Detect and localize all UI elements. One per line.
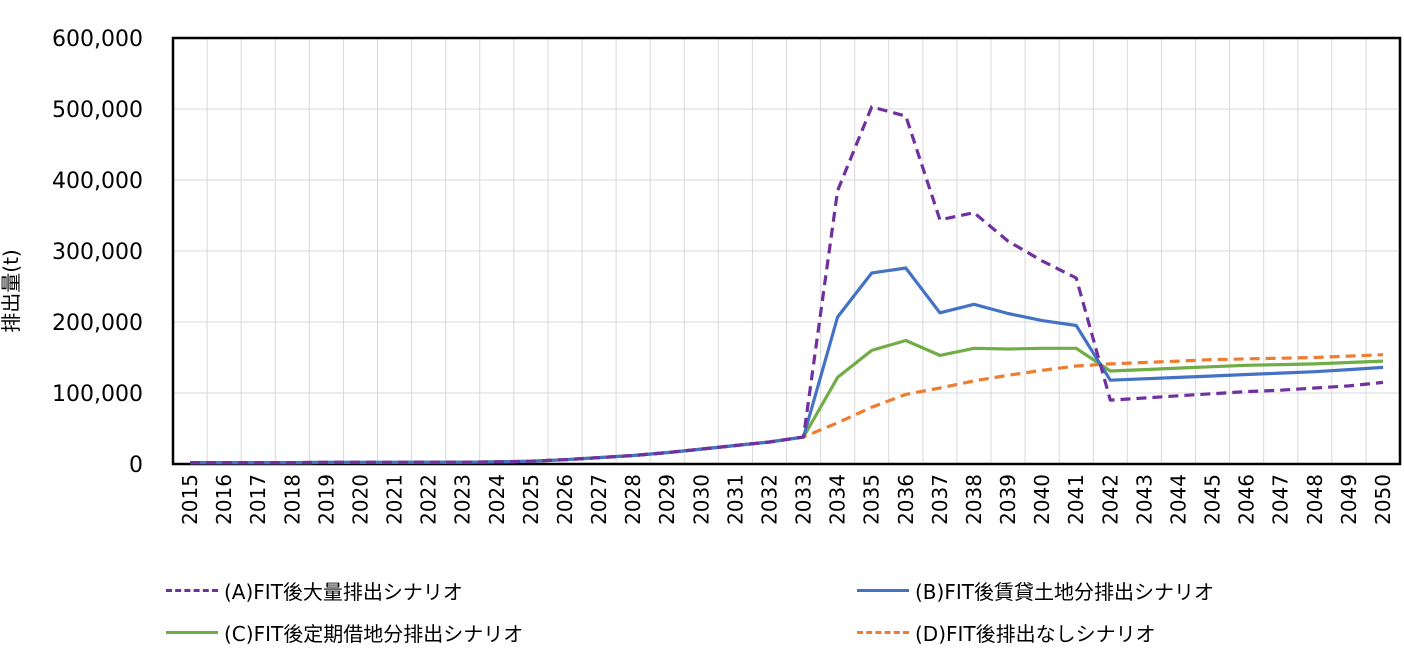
x-tick-label: 2019 xyxy=(314,474,338,525)
x-tick-label: 2049 xyxy=(1337,474,1361,525)
legend-label-c: (C)FIT後定期借地分排出シナリオ xyxy=(224,622,524,646)
x-tick-label: 2037 xyxy=(928,474,952,525)
x-tick-label: 2031 xyxy=(723,474,747,525)
x-tick-label: 2041 xyxy=(1064,474,1088,525)
y-tick-label: 600,000 xyxy=(52,27,143,52)
x-tick-label: 2050 xyxy=(1371,474,1395,525)
y-axis-label: 排出量(t) xyxy=(0,249,23,332)
x-tick-label: 2024 xyxy=(485,474,509,525)
x-tick-label: 2045 xyxy=(1201,474,1225,525)
x-tick-label: 2043 xyxy=(1132,474,1156,525)
x-tick-label: 2015 xyxy=(178,474,202,525)
legend-label-b: (B)FIT後賃貸土地分排出シナリオ xyxy=(915,580,1214,604)
x-tick-label: 2034 xyxy=(826,474,850,525)
line-chart: 0 100,000 200,000 300,000 400,000 500,000 600,… xyxy=(0,27,1402,525)
legend-item-c: (C)FIT後定期借地分排出シナリオ xyxy=(166,618,523,647)
legend-swatch-c xyxy=(166,631,218,634)
x-tick-label: 2046 xyxy=(1235,474,1259,525)
x-tick-label: 2030 xyxy=(689,474,713,525)
y-tick-label: 200,000 xyxy=(52,311,143,336)
y-tick-label: 0 xyxy=(129,453,143,478)
x-tick-label: 2042 xyxy=(1098,474,1122,525)
x-tick-label: 2033 xyxy=(792,474,816,525)
x-tick-label: 2048 xyxy=(1303,474,1327,525)
x-tick-label: 2020 xyxy=(348,474,372,525)
legend-label-a: (A)FIT後大量排出シナリオ xyxy=(224,580,463,604)
x-tick-label: 2021 xyxy=(383,474,407,525)
legend-item-d: (D)FIT後排出なしシナリオ xyxy=(857,618,1156,647)
y-tick-label: 300,000 xyxy=(52,240,143,265)
legend-swatch-b xyxy=(857,589,909,592)
x-tick-label: 2017 xyxy=(246,474,270,525)
x-tick-label: 2039 xyxy=(996,474,1020,525)
y-tick-label: 400,000 xyxy=(52,169,143,194)
x-axis-ticks: 2015 2016 2017 2018 2019 2020 2021 2022 2023 2024… xyxy=(178,474,1395,525)
x-tick-label: 2023 xyxy=(451,474,475,525)
x-tick-label: 2029 xyxy=(655,474,679,525)
x-tick-label: 2047 xyxy=(1269,474,1293,525)
y-tick-label: 500,000 xyxy=(52,98,143,123)
legend-item-a: (A)FIT後大量排出シナリオ xyxy=(166,576,463,605)
x-tick-label: 2040 xyxy=(1030,474,1054,525)
legend-label-d: (D)FIT後排出なしシナリオ xyxy=(915,622,1156,646)
x-tick-label: 2044 xyxy=(1166,474,1190,525)
x-tick-label: 2036 xyxy=(894,474,918,525)
legend: (A)FIT後大量排出シナリオ (B)FIT後賃貸土地分排出シナリオ (C)FI… xyxy=(0,570,1404,654)
legend-swatch-a xyxy=(166,589,218,592)
legend-item-b: (B)FIT後賃貸土地分排出シナリオ xyxy=(857,576,1214,605)
x-tick-label: 2028 xyxy=(621,474,645,525)
x-tick-label: 2038 xyxy=(962,474,986,525)
x-tick-label: 2026 xyxy=(553,474,577,525)
plot-area xyxy=(171,36,1402,466)
x-tick-label: 2018 xyxy=(280,474,304,525)
y-tick-label: 100,000 xyxy=(52,382,143,407)
x-tick-label: 2035 xyxy=(860,474,884,525)
series-line-a xyxy=(190,105,1384,465)
x-tick-label: 2016 xyxy=(212,474,236,525)
x-tick-label: 2022 xyxy=(417,474,441,525)
y-axis-ticks: 0 100,000 200,000 300,000 400,000 500,000 600,… xyxy=(52,27,143,478)
x-tick-label: 2027 xyxy=(587,474,611,525)
legend-swatch-d xyxy=(857,631,909,634)
x-tick-label: 2032 xyxy=(757,474,781,525)
series-lines xyxy=(190,105,1384,465)
x-tick-label: 2025 xyxy=(519,474,543,525)
gridlines xyxy=(173,37,1400,465)
